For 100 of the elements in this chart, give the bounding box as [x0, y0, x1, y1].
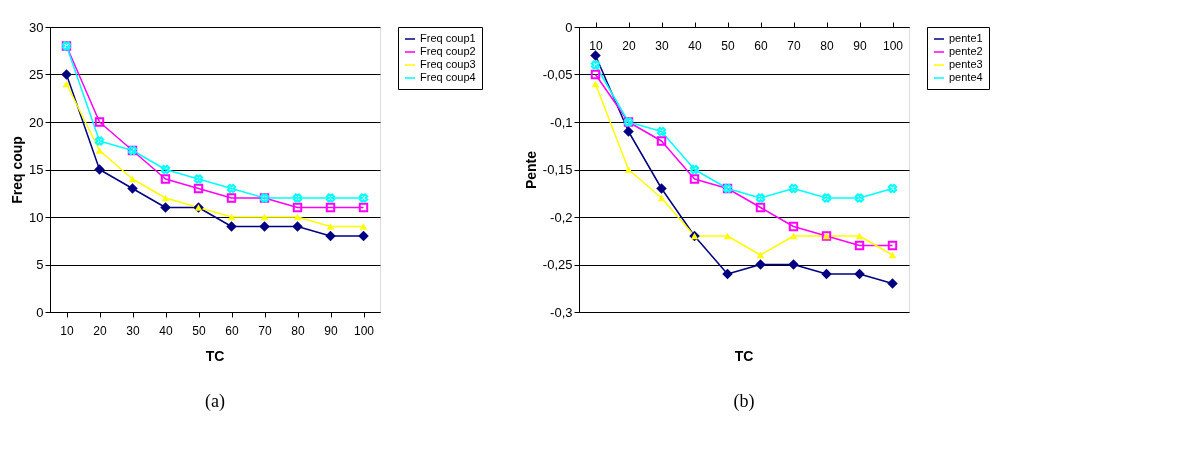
point [359, 223, 368, 230]
point [657, 194, 666, 202]
point [887, 278, 898, 289]
legend-label: Freq coup4 [420, 71, 476, 83]
x-tick-label: 10 [60, 323, 74, 338]
x-tick-label: 60 [225, 323, 239, 338]
x-tick-label: 40 [159, 323, 173, 338]
legend-label: Freq coup2 [420, 45, 476, 57]
point [292, 193, 303, 203]
x-tick-label: 70 [258, 323, 272, 338]
y-axis-title: Freq coup [9, 136, 26, 204]
point [127, 183, 138, 194]
point [722, 268, 733, 280]
point [94, 164, 105, 175]
point [227, 213, 236, 221]
point [854, 268, 865, 280]
point [656, 126, 667, 137]
point [855, 232, 864, 240]
legend-label: pente3 [949, 58, 983, 70]
x-tick-label: 20 [622, 38, 636, 53]
point [755, 193, 766, 203]
y-tick-label: 15 [29, 162, 44, 177]
y-tick-label: -0,3 [550, 304, 573, 320]
x-tick-label: 30 [655, 38, 669, 53]
point [590, 50, 601, 61]
point [358, 202, 369, 213]
point [325, 193, 336, 203]
x-axis-title: TC [734, 348, 754, 364]
point [292, 202, 303, 213]
point [326, 223, 335, 230]
point [689, 164, 700, 175]
point [821, 193, 832, 203]
x-tick-label: 90 [324, 323, 338, 338]
x-tick-label: 100 [353, 323, 375, 338]
y-tick-label: 0 [565, 19, 573, 35]
point [95, 147, 104, 154]
point [160, 174, 171, 184]
text: (b) [733, 391, 755, 412]
x-tick-label: 20 [93, 323, 107, 338]
point [789, 232, 798, 240]
y-tick-label: 25 [29, 67, 44, 82]
x-tick-label: 80 [820, 38, 834, 53]
point [160, 202, 171, 213]
x-tick-label: 100 [882, 38, 904, 53]
point [888, 251, 897, 259]
legend-label: Freq coup3 [420, 58, 476, 70]
point [756, 251, 765, 259]
point [854, 193, 865, 203]
y-tick-label: 30 [29, 19, 44, 35]
point [590, 60, 601, 70]
point [788, 221, 799, 232]
legend-label: pente1 [949, 32, 983, 44]
point [161, 194, 170, 202]
y-tick-label: -0,1 [550, 114, 573, 130]
point [259, 221, 270, 232]
point [590, 69, 601, 80]
point [94, 136, 105, 146]
point [723, 232, 732, 240]
point [293, 213, 302, 221]
point [62, 80, 71, 88]
x-tick-label: 10 [589, 38, 603, 53]
y-axis-title: Pente [522, 150, 539, 190]
point [226, 221, 237, 232]
point [292, 221, 303, 232]
point [623, 126, 634, 137]
x-tick-label: 60 [754, 38, 768, 53]
point [260, 213, 269, 221]
point [689, 174, 700, 184]
legend-label: pente2 [949, 45, 983, 57]
point [160, 164, 171, 175]
legend-label: Freq coup1 [420, 32, 476, 44]
point [325, 202, 336, 213]
x-tick-label: 90 [853, 38, 867, 53]
point [755, 259, 766, 270]
point [591, 80, 600, 88]
text: (a) [205, 391, 225, 412]
point [854, 240, 865, 251]
y-tick-label: 20 [29, 114, 44, 130]
point [788, 183, 799, 194]
y-tick-label: 5 [36, 257, 44, 272]
point [887, 240, 898, 251]
point [325, 230, 336, 242]
x-tick-label: 50 [721, 38, 735, 53]
point [193, 183, 204, 194]
point [821, 268, 832, 280]
y-tick-label: 0 [36, 304, 44, 320]
point [226, 183, 237, 194]
y-tick-label: -0,25 [542, 257, 573, 272]
point [193, 174, 204, 184]
x-tick-label: 50 [192, 323, 206, 338]
y-tick-label: 10 [29, 209, 44, 225]
point [358, 193, 369, 203]
point [656, 136, 667, 146]
point [128, 175, 137, 183]
x-tick-label: 30 [126, 323, 140, 338]
y-tick-label: -0,15 [542, 162, 573, 177]
y-tick-label: -0,2 [550, 209, 573, 225]
point [61, 69, 72, 80]
point [887, 183, 898, 194]
point [755, 202, 766, 213]
